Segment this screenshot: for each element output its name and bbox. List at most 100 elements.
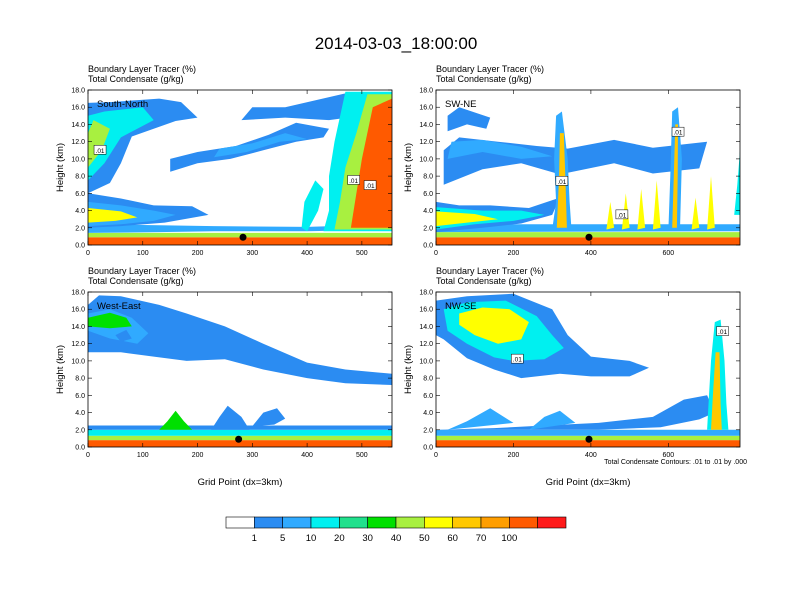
field-region xyxy=(436,211,498,227)
panel-title-line: Boundary Layer Tracer (%) xyxy=(436,64,544,74)
field-region xyxy=(88,208,138,223)
page-title: 2014-03-03_18:00:00 xyxy=(315,34,478,53)
cross-section-label: SW-NE xyxy=(445,99,477,110)
colorbar-label: 1 xyxy=(252,533,257,544)
location-marker xyxy=(239,233,247,241)
y-tick-label: 18.0 xyxy=(419,290,433,297)
y-tick-label: 6.0 xyxy=(75,191,85,198)
field-region xyxy=(88,107,154,181)
field-region xyxy=(88,312,132,329)
y-tick-label: 12.0 xyxy=(419,341,433,348)
field-region xyxy=(88,224,392,233)
plot-frame xyxy=(435,291,741,448)
field-region xyxy=(447,408,514,430)
y-tick-label: 4.0 xyxy=(75,208,85,215)
contour-label-box xyxy=(363,180,377,190)
y-tick-label: 8.0 xyxy=(75,174,85,181)
y-tick-label: 6.0 xyxy=(423,191,433,198)
x-tick-label: 400 xyxy=(301,452,313,459)
y-tick-label: 0.0 xyxy=(423,445,433,452)
field-region xyxy=(447,107,491,132)
y-tick-label: 10.0 xyxy=(419,358,433,365)
y-tick-label: 2.0 xyxy=(423,427,433,434)
panels-group: .01 .01 .01 0 100 200 300 400 500 0.0 2.0 4.0 6.0 8.0… xyxy=(55,64,741,488)
field-fill xyxy=(88,91,392,245)
panel-we: 0 100 200 300 400 500 0.0 2.0 4.0 6.0 8.0 10.0 12.0 1… xyxy=(55,266,393,488)
y-axis-label: Height (km) xyxy=(55,345,66,394)
x-tick-label: 100 xyxy=(137,452,149,459)
x-tick-label: 200 xyxy=(192,452,204,459)
colorbar-swatch xyxy=(509,516,538,529)
x-tick-label: 300 xyxy=(246,250,258,257)
field-region xyxy=(459,307,529,344)
colorbar-swatch xyxy=(225,516,255,529)
colorbar-swatch xyxy=(395,516,425,529)
field-region xyxy=(436,395,715,430)
contour-label-box xyxy=(555,176,569,186)
y-tick-label: 12.0 xyxy=(419,139,433,146)
x-tick-label: 100 xyxy=(137,250,149,257)
field-region xyxy=(88,237,392,245)
y-tick-label: 6.0 xyxy=(75,393,85,400)
field-fill xyxy=(436,107,740,245)
y-axis-label: Height (km) xyxy=(403,143,414,192)
field-fill xyxy=(88,295,392,447)
colorbar-swatch xyxy=(254,516,283,529)
location-marker xyxy=(585,233,593,241)
y-tick-label: 16.0 xyxy=(71,307,85,314)
field-region xyxy=(711,352,722,430)
field-region xyxy=(88,120,110,168)
field-region xyxy=(241,93,373,121)
field-region xyxy=(436,429,740,436)
contour-label-box xyxy=(347,175,360,185)
x-axis-label: Grid Point (dx=3km) xyxy=(198,477,283,488)
field-region xyxy=(734,150,740,215)
y-tick-label: 16.0 xyxy=(419,105,433,112)
y-tick-label: 18.0 xyxy=(71,290,85,297)
panel-sn: .01 .01 .01 0 100 200 300 400 500 0.0 2.0 4.0 6.0 8.0… xyxy=(55,64,393,257)
y-tick-label: 4.0 xyxy=(423,208,433,215)
contour-label: .01 xyxy=(96,148,105,155)
contour-label: .01 xyxy=(718,329,727,336)
x-tick-label: 0 xyxy=(434,250,438,257)
y-tick-label: 18.0 xyxy=(419,88,433,95)
x-tick-label: 600 xyxy=(663,250,675,257)
y-tick-label: 8.0 xyxy=(423,376,433,383)
field-region xyxy=(436,237,740,245)
contour-label: .01 xyxy=(349,178,358,185)
field-region xyxy=(691,197,700,230)
y-tick-label: 2.0 xyxy=(423,225,433,232)
field-region xyxy=(88,429,392,436)
x-tick-label: 400 xyxy=(585,452,597,459)
colorbar-swatch xyxy=(537,516,567,529)
cross-section-label: South-North xyxy=(97,99,148,110)
x-tick-label: 0 xyxy=(86,250,90,257)
y-tick-label: 16.0 xyxy=(71,105,85,112)
field-region xyxy=(159,410,193,430)
y-axis-label: Height (km) xyxy=(55,143,66,192)
colorbar: 1 5 10 20 30 40 50 60 70 100 xyxy=(225,516,567,544)
x-tick-label: 400 xyxy=(585,250,597,257)
y-tick-label: 4.0 xyxy=(75,410,85,417)
y-tick-label: 2.0 xyxy=(75,225,85,232)
field-region xyxy=(436,440,740,447)
field-region xyxy=(88,295,392,385)
panel-nwse: .01 .01 0 200 400 600 0.0 2.0 4.0 6.0 8.0 10.0 12.0 1… xyxy=(403,266,741,488)
contour-label: .01 xyxy=(557,179,566,186)
y-tick-label: 0.0 xyxy=(75,243,85,250)
contour-label-box xyxy=(511,353,524,364)
field-region xyxy=(252,408,286,427)
field-region xyxy=(447,139,553,159)
y-tick-label: 12.0 xyxy=(71,341,85,348)
colorbar-label: 50 xyxy=(419,533,430,544)
field-region xyxy=(436,224,740,233)
x-tick-label: 200 xyxy=(192,250,204,257)
y-tick-label: 2.0 xyxy=(75,427,85,434)
contour-label: .01 xyxy=(674,130,683,137)
colorbar-swatch xyxy=(424,516,453,529)
colorbar-swatch xyxy=(310,516,340,529)
location-marker xyxy=(585,435,593,443)
field-region xyxy=(88,440,392,447)
panel-title-line: Total Condensate (g/kg) xyxy=(88,74,184,84)
field-region xyxy=(528,410,576,430)
